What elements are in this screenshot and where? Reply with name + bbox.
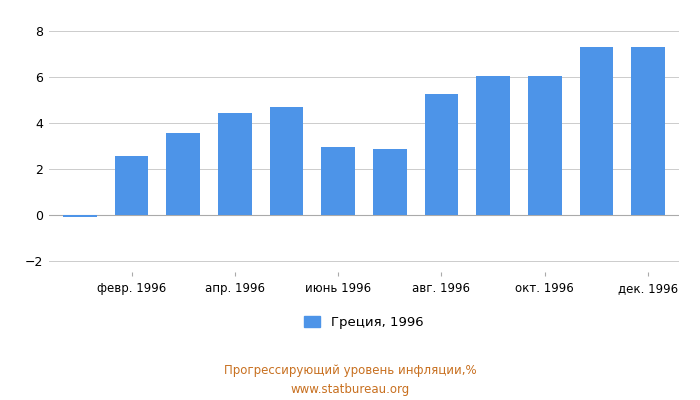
Bar <box>321 147 355 215</box>
Bar <box>270 107 303 215</box>
Bar <box>425 94 458 215</box>
Bar <box>476 76 510 215</box>
Bar <box>218 113 252 215</box>
Legend: Греция, 1996: Греция, 1996 <box>304 316 424 330</box>
Bar <box>373 150 407 215</box>
Bar <box>631 48 665 215</box>
Bar <box>167 133 200 215</box>
Bar <box>63 215 97 217</box>
Bar <box>528 76 561 215</box>
Text: Прогрессирующий уровень инфляции,%
www.statbureau.org: Прогрессирующий уровень инфляции,% www.s… <box>224 364 476 396</box>
Bar <box>580 48 613 215</box>
Bar <box>115 156 148 215</box>
